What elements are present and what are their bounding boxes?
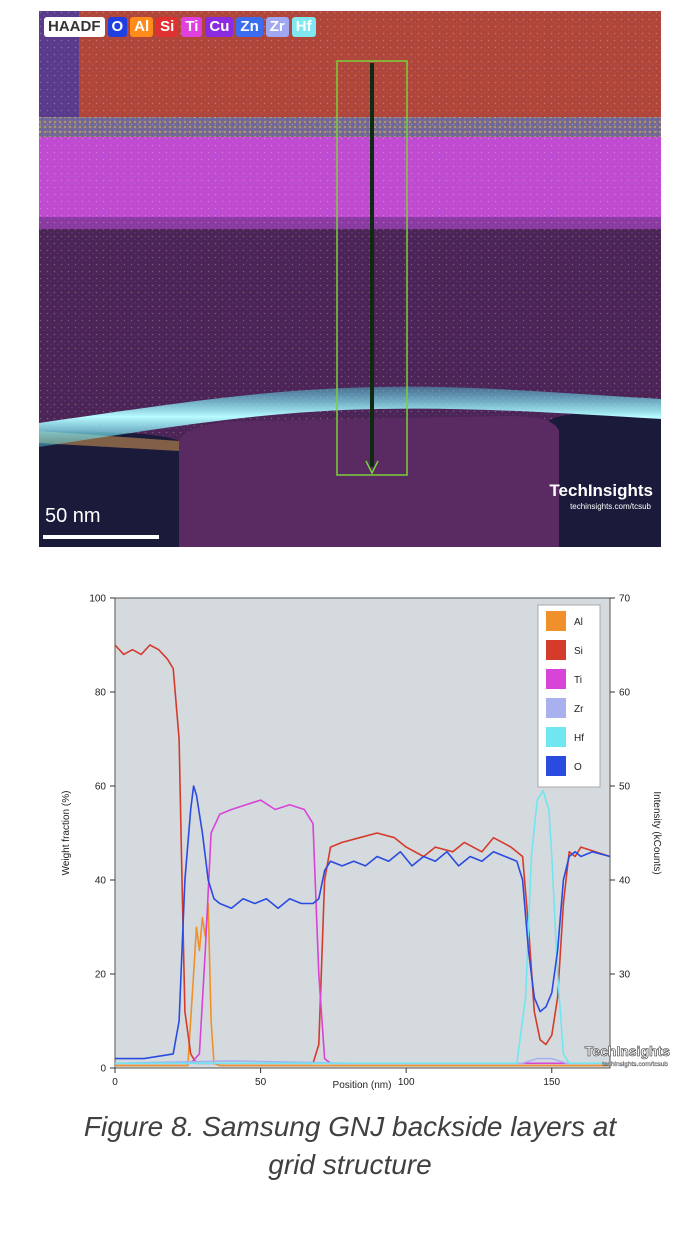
- x-tick-label-50: 50: [255, 1077, 267, 1088]
- legend-chip-al: Al: [130, 17, 154, 37]
- eds-map-image: HAADF O Al Si Ti Cu Zn Zr Hf 50 nm TechInsights …: [39, 11, 661, 547]
- legend-label-al: Al: [574, 617, 583, 628]
- y-left-tick-label-0: 0: [100, 1064, 106, 1075]
- scale-bar-label: 50 nm: [45, 505, 101, 527]
- legend-chip-zn: Zn: [236, 17, 263, 37]
- y-left-tick-label-20: 20: [95, 970, 107, 981]
- y-right-tick-label-60: 60: [619, 688, 631, 699]
- legend-swatch-ti: [546, 669, 566, 689]
- eds-map-graphic: [39, 11, 661, 547]
- legend-swatch-al: [546, 611, 566, 631]
- x-axis-title: Position (nm): [333, 1080, 392, 1091]
- x-tick-label-100: 100: [398, 1077, 415, 1088]
- y-left-tick-label-40: 40: [95, 876, 107, 887]
- legend-label-ti: Ti: [574, 675, 582, 686]
- grid-right-block: [549, 409, 661, 547]
- legend-chip-ti: Ti: [181, 17, 203, 37]
- legend-chip-si: Si: [156, 17, 179, 37]
- legend-swatch-si: [546, 640, 566, 660]
- y-right-tick-label-70: 70: [619, 594, 631, 605]
- series-line-ti: [115, 799, 610, 1065]
- legend-chip-zr: Zr: [265, 17, 289, 37]
- y-axis-left-title: Weight fraction (%): [61, 791, 72, 876]
- series-line-si: [114, 644, 611, 1065]
- line-profile-chart: 0 50 100 150 0 20 40 60 80 100 30 40 50 60 70 Al Si Ti Zr…: [43, 585, 683, 1097]
- legend-label-zr: Zr: [574, 704, 584, 715]
- element-legend: HAADF O Al Si Ti Cu Zn Zr Hf: [44, 17, 316, 37]
- figure-caption: Figure 8. Samsung GNJ backside layers at…: [20, 1108, 680, 1184]
- legend-chip-haadf: HAADF: [44, 17, 105, 37]
- y-left-tick-label-80: 80: [95, 688, 107, 699]
- grid-left-block: [39, 431, 179, 547]
- figure-caption-line-1: Figure 8. Samsung GNJ backside layers at: [83, 1111, 617, 1142]
- legend-swatch-hf: [546, 727, 566, 747]
- chart-canvas: 0 50 100 150 0 20 40 60 80 100 30 40 50 60 70 Al Si Ti Zr…: [43, 585, 683, 1097]
- series-line-zr: [114, 1057, 610, 1065]
- line-scan-region: [336, 60, 408, 476]
- series-line-o: [115, 785, 611, 1060]
- plot-area: [114, 597, 611, 1069]
- legend-swatch-o: [546, 756, 566, 776]
- y-right-tick-label-40: 40: [619, 876, 631, 887]
- y-right-tick-label-50: 50: [619, 782, 631, 793]
- y-left-tick-label-60: 60: [95, 782, 107, 793]
- chart-watermark-logo: TechInsights: [585, 1043, 671, 1059]
- legend-chip-cu: Cu: [205, 17, 234, 37]
- legend-swatch-zr: [546, 698, 566, 718]
- x-tick-label-150: 150: [543, 1077, 560, 1088]
- hf-layer: [39, 386, 661, 447]
- y-left-tick-label-100: 100: [89, 594, 106, 605]
- scale-bar: [43, 535, 159, 539]
- legend-chip-hf: Hf: [291, 17, 316, 37]
- figure-caption-line-2: grid structure: [268, 1149, 432, 1180]
- legend-label-si: Si: [574, 646, 583, 657]
- chart-watermark-url: techinsights.com/tcsub: [602, 1061, 668, 1068]
- legend-label-o: O: [574, 762, 582, 773]
- y-right-tick-label-30: 30: [619, 970, 631, 981]
- legend-label-hf: Hf: [574, 733, 584, 744]
- series-line-hf: [115, 789, 610, 1065]
- y-axis-right-title: Intensity (kCounts): [651, 791, 662, 874]
- map-watermark-logo: TechInsights: [549, 481, 653, 500]
- legend-chip-o: O: [107, 17, 128, 37]
- x-tick-label-0: 0: [112, 1077, 118, 1088]
- map-watermark-url: techinsights.com/tcsub: [570, 502, 651, 511]
